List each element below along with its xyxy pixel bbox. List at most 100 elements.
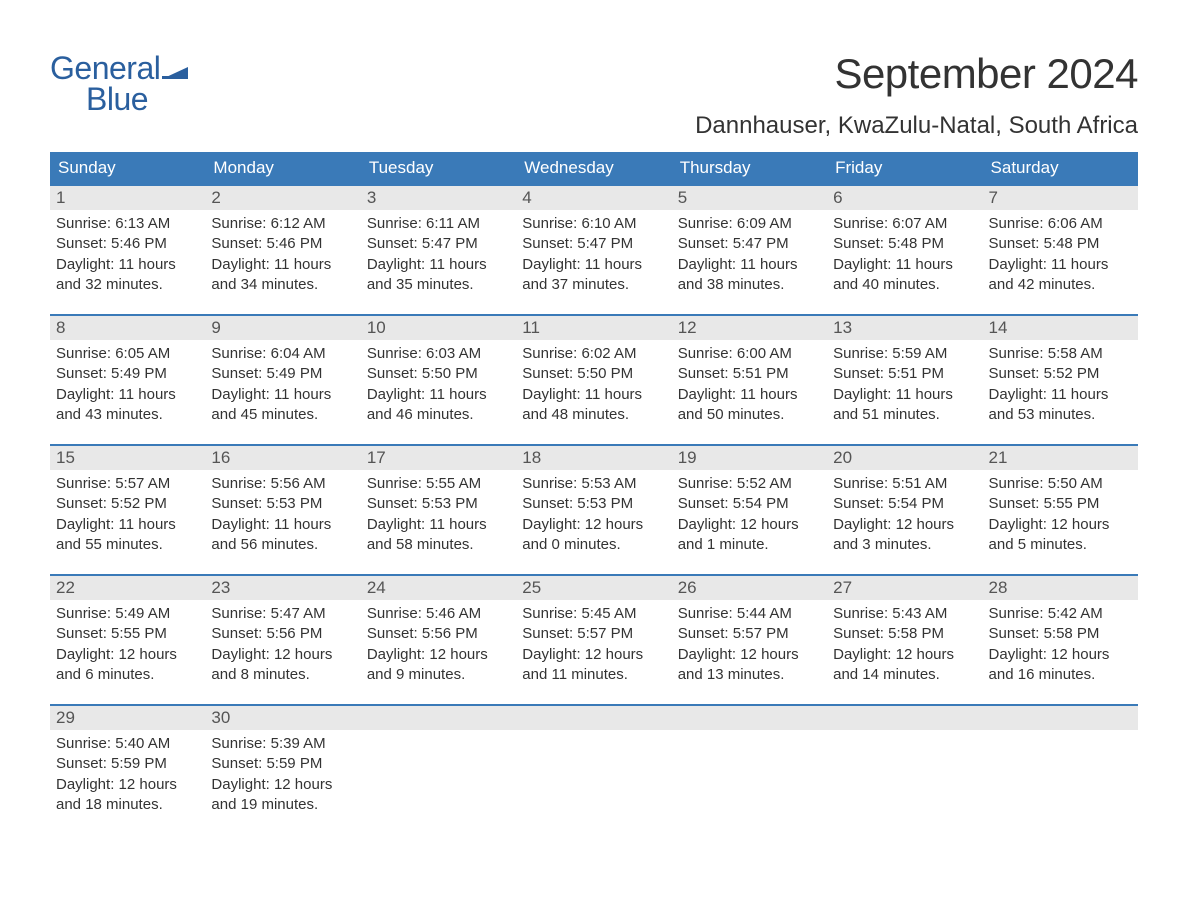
daylight-line-2: and 48 minutes. <box>522 405 665 425</box>
day-cell: 12Sunrise: 6:00 AMSunset: 5:51 PMDayligh… <box>672 316 827 434</box>
day-body <box>983 730 1138 742</box>
sunset-line: Sunset: 5:50 PM <box>522 364 665 384</box>
sunset-line: Sunset: 5:49 PM <box>211 364 354 384</box>
day-body: Sunrise: 5:57 AMSunset: 5:52 PMDaylight:… <box>50 470 205 563</box>
day-number <box>516 706 671 730</box>
day-body: Sunrise: 6:13 AMSunset: 5:46 PMDaylight:… <box>50 210 205 303</box>
sunset-line: Sunset: 5:59 PM <box>211 754 354 774</box>
sunrise-line: Sunrise: 6:06 AM <box>989 214 1132 234</box>
daylight-line-1: Daylight: 11 hours <box>678 385 821 405</box>
sunrise-line: Sunrise: 6:13 AM <box>56 214 199 234</box>
sunrise-line: Sunrise: 5:50 AM <box>989 474 1132 494</box>
sunset-line: Sunset: 5:59 PM <box>56 754 199 774</box>
sunset-line: Sunset: 5:55 PM <box>989 494 1132 514</box>
sunset-line: Sunset: 5:47 PM <box>367 234 510 254</box>
daylight-line-2: and 5 minutes. <box>989 535 1132 555</box>
daylight-line-1: Daylight: 11 hours <box>833 255 976 275</box>
day-cell: 29Sunrise: 5:40 AMSunset: 5:59 PMDayligh… <box>50 706 205 824</box>
day-cell: 14Sunrise: 5:58 AMSunset: 5:52 PMDayligh… <box>983 316 1138 434</box>
day-cell <box>983 706 1138 824</box>
daylight-line-1: Daylight: 11 hours <box>211 515 354 535</box>
day-body: Sunrise: 5:50 AMSunset: 5:55 PMDaylight:… <box>983 470 1138 563</box>
sunset-line: Sunset: 5:51 PM <box>678 364 821 384</box>
daylight-line-2: and 8 minutes. <box>211 665 354 685</box>
title-block: September 2024 Dannhauser, KwaZulu-Natal… <box>695 50 1138 140</box>
day-number: 30 <box>205 706 360 730</box>
day-cell: 17Sunrise: 5:55 AMSunset: 5:53 PMDayligh… <box>361 446 516 564</box>
sunrise-line: Sunrise: 5:42 AM <box>989 604 1132 624</box>
daylight-line-1: Daylight: 11 hours <box>56 385 199 405</box>
daylight-line-1: Daylight: 11 hours <box>989 255 1132 275</box>
daylight-line-1: Daylight: 11 hours <box>989 385 1132 405</box>
day-body: Sunrise: 5:59 AMSunset: 5:51 PMDaylight:… <box>827 340 982 433</box>
week-row: 22Sunrise: 5:49 AMSunset: 5:55 PMDayligh… <box>50 574 1138 694</box>
sunrise-line: Sunrise: 6:00 AM <box>678 344 821 364</box>
day-number: 17 <box>361 446 516 470</box>
daylight-line-2: and 58 minutes. <box>367 535 510 555</box>
daylight-line-2: and 32 minutes. <box>56 275 199 295</box>
day-body: Sunrise: 5:55 AMSunset: 5:53 PMDaylight:… <box>361 470 516 563</box>
day-cell: 16Sunrise: 5:56 AMSunset: 5:53 PMDayligh… <box>205 446 360 564</box>
day-cell: 30Sunrise: 5:39 AMSunset: 5:59 PMDayligh… <box>205 706 360 824</box>
daylight-line-2: and 37 minutes. <box>522 275 665 295</box>
day-number: 26 <box>672 576 827 600</box>
weekday-header: Monday <box>205 152 360 184</box>
day-number: 18 <box>516 446 671 470</box>
week-row: 1Sunrise: 6:13 AMSunset: 5:46 PMDaylight… <box>50 184 1138 304</box>
day-number: 13 <box>827 316 982 340</box>
sunrise-line: Sunrise: 6:05 AM <box>56 344 199 364</box>
sunrise-line: Sunrise: 5:51 AM <box>833 474 976 494</box>
day-body <box>361 730 516 742</box>
day-number: 29 <box>50 706 205 730</box>
daylight-line-2: and 42 minutes. <box>989 275 1132 295</box>
daylight-line-2: and 16 minutes. <box>989 665 1132 685</box>
day-body: Sunrise: 5:49 AMSunset: 5:55 PMDaylight:… <box>50 600 205 693</box>
day-cell: 13Sunrise: 5:59 AMSunset: 5:51 PMDayligh… <box>827 316 982 434</box>
day-body: Sunrise: 6:03 AMSunset: 5:50 PMDaylight:… <box>361 340 516 433</box>
daylight-line-2: and 3 minutes. <box>833 535 976 555</box>
day-cell <box>361 706 516 824</box>
daylight-line-1: Daylight: 12 hours <box>833 645 976 665</box>
day-body: Sunrise: 5:56 AMSunset: 5:53 PMDaylight:… <box>205 470 360 563</box>
day-body: Sunrise: 6:06 AMSunset: 5:48 PMDaylight:… <box>983 210 1138 303</box>
day-number: 16 <box>205 446 360 470</box>
day-number: 25 <box>516 576 671 600</box>
day-cell: 23Sunrise: 5:47 AMSunset: 5:56 PMDayligh… <box>205 576 360 694</box>
daylight-line-1: Daylight: 12 hours <box>989 515 1132 535</box>
daylight-line-2: and 35 minutes. <box>367 275 510 295</box>
day-cell: 25Sunrise: 5:45 AMSunset: 5:57 PMDayligh… <box>516 576 671 694</box>
day-body: Sunrise: 6:09 AMSunset: 5:47 PMDaylight:… <box>672 210 827 303</box>
sunrise-line: Sunrise: 5:59 AM <box>833 344 976 364</box>
sunset-line: Sunset: 5:56 PM <box>367 624 510 644</box>
logo-text-blue: Blue <box>86 81 148 118</box>
daylight-line-1: Daylight: 11 hours <box>367 255 510 275</box>
day-body: Sunrise: 5:58 AMSunset: 5:52 PMDaylight:… <box>983 340 1138 433</box>
weeks-container: 1Sunrise: 6:13 AMSunset: 5:46 PMDaylight… <box>50 184 1138 824</box>
sunset-line: Sunset: 5:54 PM <box>678 494 821 514</box>
day-number: 5 <box>672 186 827 210</box>
logo: General Blue <box>50 50 188 118</box>
day-number: 22 <box>50 576 205 600</box>
sunset-line: Sunset: 5:54 PM <box>833 494 976 514</box>
day-body: Sunrise: 5:39 AMSunset: 5:59 PMDaylight:… <box>205 730 360 823</box>
sunset-line: Sunset: 5:47 PM <box>522 234 665 254</box>
sunset-line: Sunset: 5:53 PM <box>367 494 510 514</box>
day-number: 19 <box>672 446 827 470</box>
day-number: 15 <box>50 446 205 470</box>
sunrise-line: Sunrise: 5:55 AM <box>367 474 510 494</box>
daylight-line-2: and 6 minutes. <box>56 665 199 685</box>
sunset-line: Sunset: 5:46 PM <box>56 234 199 254</box>
weekday-header: Thursday <box>672 152 827 184</box>
sunset-line: Sunset: 5:55 PM <box>56 624 199 644</box>
daylight-line-2: and 1 minute. <box>678 535 821 555</box>
day-number: 2 <box>205 186 360 210</box>
day-number <box>827 706 982 730</box>
day-body: Sunrise: 5:52 AMSunset: 5:54 PMDaylight:… <box>672 470 827 563</box>
day-body: Sunrise: 6:04 AMSunset: 5:49 PMDaylight:… <box>205 340 360 433</box>
daylight-line-1: Daylight: 12 hours <box>367 645 510 665</box>
day-cell <box>827 706 982 824</box>
day-cell: 4Sunrise: 6:10 AMSunset: 5:47 PMDaylight… <box>516 186 671 304</box>
day-body: Sunrise: 5:42 AMSunset: 5:58 PMDaylight:… <box>983 600 1138 693</box>
daylight-line-2: and 45 minutes. <box>211 405 354 425</box>
location-text: Dannhauser, KwaZulu-Natal, South Africa <box>695 112 1138 140</box>
